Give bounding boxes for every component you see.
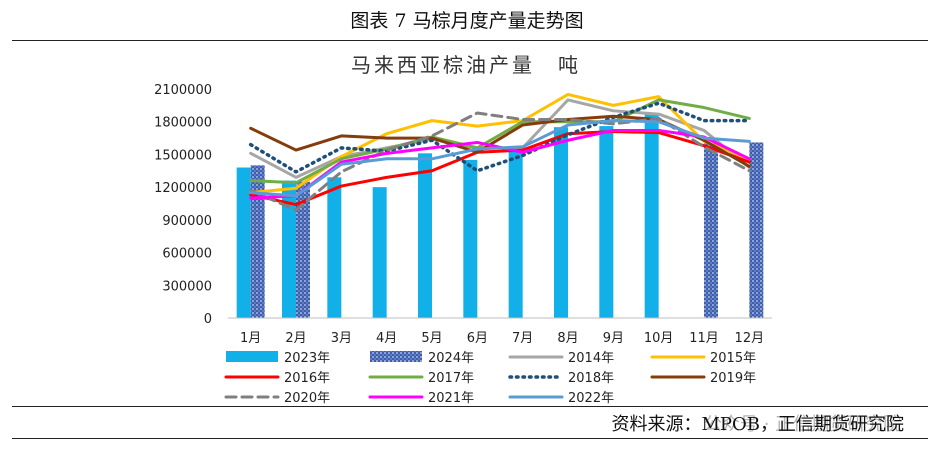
- x-tick-label: 11月: [689, 331, 719, 346]
- legend: 2023年 2024年 2014年 2015年 2016年 2017年 2018年 2019年…: [224, 351, 756, 406]
- legend-item: 2021年: [368, 391, 474, 406]
- line-2016年: [249, 130, 751, 207]
- x-tick-label: 6月: [467, 331, 488, 346]
- y-tick-label: 300000: [162, 279, 212, 294]
- x-tick-label: 2月: [285, 331, 306, 346]
- line-2017年: [249, 98, 751, 185]
- bars: [236, 112, 764, 319]
- legend-item: 2023年: [226, 351, 330, 366]
- legend-label: 2017年: [428, 371, 474, 386]
- legend-label: 2018年: [568, 371, 614, 386]
- legend-label: 2022年: [568, 391, 614, 406]
- bar-2023年: [327, 177, 342, 318]
- legend-item: 2016年: [224, 371, 330, 386]
- bar-2024年: [250, 165, 265, 318]
- bar-2023年: [236, 167, 251, 318]
- x-tick-label: 7月: [512, 331, 533, 346]
- y-tick-label: 600000: [162, 247, 212, 262]
- x-tick-label: 8月: [557, 331, 578, 346]
- bar-2023年: [282, 180, 296, 318]
- legend-item: 2018年: [508, 371, 614, 386]
- legend-item: 2015年: [650, 351, 756, 366]
- bar-2024年: [749, 142, 764, 318]
- chart-title: 马来西亚棕油产量 吨: [351, 53, 581, 77]
- x-tick-label: 9月: [603, 331, 624, 346]
- bar-2023年: [418, 153, 432, 318]
- y-tick-label: 2100000: [154, 83, 212, 98]
- source-note: 资料来源：MPOB，正信期货研究院: [611, 414, 904, 435]
- legend-swatch: [370, 351, 422, 362]
- legend-label: 2019年: [710, 371, 756, 386]
- legend-item: 2019年: [650, 371, 756, 386]
- bar-2023年: [463, 159, 478, 318]
- figure-caption: 图表 7 马棕月度产量走势图: [350, 10, 584, 32]
- x-axis: 1月 2月 3月 4月 5月 6月 7月 8月 9月 10月 11月 12月: [228, 317, 772, 346]
- y-tick-label: 0: [204, 312, 212, 327]
- legend-label: 2015年: [710, 351, 756, 366]
- source-top-rule: [12, 406, 928, 407]
- bottom-rule: [12, 438, 928, 439]
- legend-label: 2014年: [568, 351, 614, 366]
- legend-label: 2023年: [284, 351, 330, 366]
- bar-2023年: [508, 151, 523, 318]
- bar-2023年: [372, 187, 387, 318]
- y-tick-label: 1500000: [154, 148, 212, 163]
- line-2022年: [249, 119, 751, 198]
- legend-item: 2020年: [224, 391, 330, 406]
- legend-label: 2016年: [284, 371, 330, 386]
- legend-item: 2014年: [508, 351, 614, 366]
- y-tick-label: 1800000: [154, 116, 212, 131]
- bar-2023年: [599, 126, 614, 318]
- x-tick-label: 10月: [644, 331, 674, 346]
- legend-swatch: [226, 351, 278, 362]
- legend-item: 2017年: [368, 371, 474, 386]
- x-tick-label: 3月: [331, 331, 352, 346]
- x-tick-label: 4月: [376, 331, 397, 346]
- legend-label: 2020年: [284, 391, 330, 406]
- x-tick-label: 1月: [240, 331, 261, 346]
- legend-label: 2024年: [428, 351, 474, 366]
- bar-2023年: [554, 127, 568, 319]
- legend-item: 2024年: [370, 351, 474, 366]
- bar-2024年: [296, 181, 310, 318]
- legend-label: 2021年: [428, 391, 474, 406]
- legend-item: 2022年: [508, 391, 614, 406]
- x-tick-label: 12月: [735, 331, 765, 346]
- watermark-text: 公众号 · 正信期货研究院: [704, 414, 902, 435]
- bar-2024年: [704, 143, 718, 318]
- x-tick-label: 5月: [421, 331, 442, 346]
- bar-2023年: [644, 112, 659, 318]
- y-tick-label: 900000: [162, 214, 212, 229]
- y-axis: 0 300000 600000 900000 1200000 1500000 1800000…: [154, 83, 212, 327]
- top-rule: [12, 40, 928, 41]
- lines: [248, 92, 752, 212]
- y-tick-label: 1200000: [154, 181, 212, 196]
- line-2018年: [248, 101, 752, 174]
